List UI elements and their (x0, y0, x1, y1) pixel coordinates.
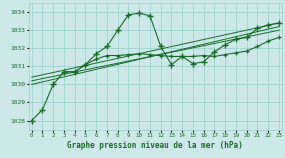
X-axis label: Graphe pression niveau de la mer (hPa): Graphe pression niveau de la mer (hPa) (68, 141, 243, 150)
